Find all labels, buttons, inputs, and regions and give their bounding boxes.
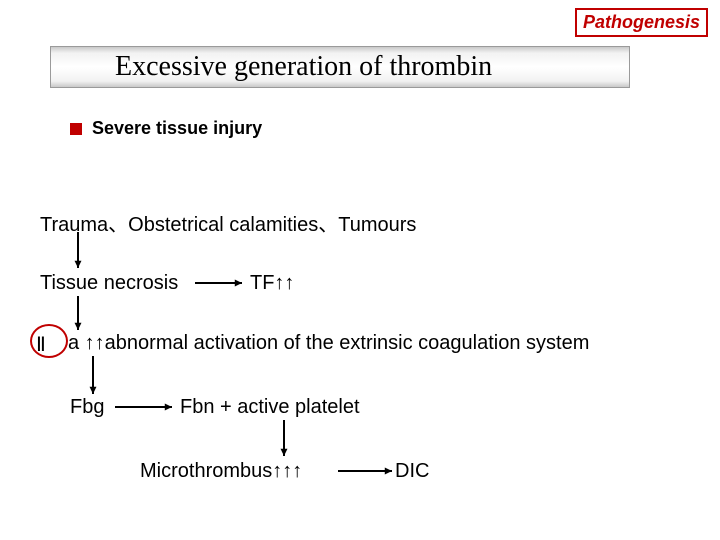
arrow-microthrombus-to-dic: [338, 468, 392, 475]
arrow-fbg-to-fbn: [115, 404, 172, 411]
arrow-necrosis-to-tf: [195, 280, 242, 287]
arrow-fbn-to-microthrombus: [281, 420, 288, 456]
arrow-necrosis-to-iia: [75, 296, 82, 330]
arrow-causes-to-necrosis: [75, 232, 82, 268]
arrow-iia-to-fbg: [90, 356, 97, 394]
arrow-causes-to-necrosis: [0, 0, 720, 540]
